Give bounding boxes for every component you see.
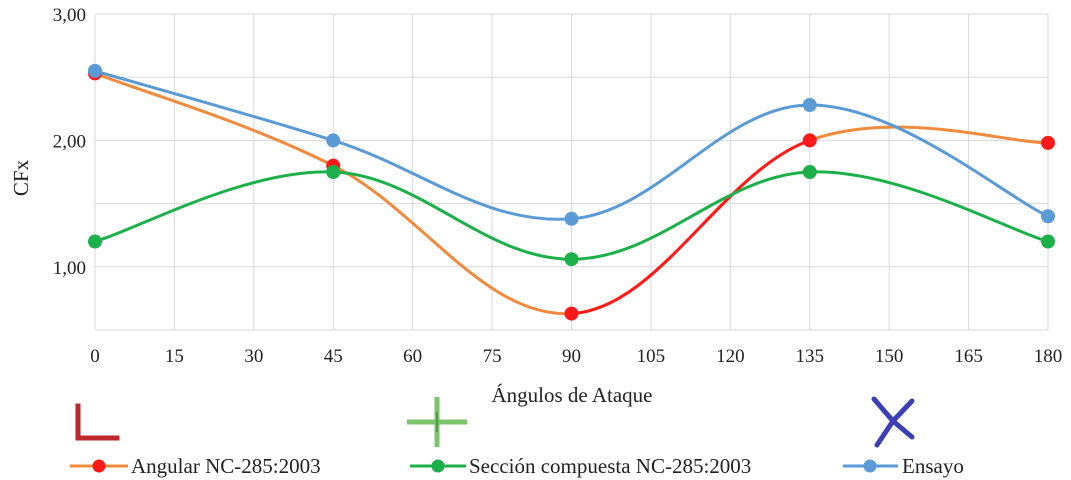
x-tick-label: 0: [90, 346, 100, 367]
x-tick-label: 105: [637, 346, 666, 367]
x-tick-label: 30: [244, 346, 263, 367]
data-point: [88, 234, 102, 249]
x-tick-label: 15: [165, 346, 184, 367]
data-point: [326, 133, 341, 148]
series-layer: [88, 63, 1055, 321]
x-tick-label: 60: [403, 346, 422, 367]
data-point: [326, 165, 341, 179]
y-tick-label: 2,00: [53, 131, 86, 152]
x-tick-labels: 0 15 30 45 60 75 90 105 120 135 150 165 180: [90, 346, 1062, 367]
data-point: [802, 133, 817, 148]
legend-symbols: [75, 396, 915, 448]
green-plus-icon: [407, 397, 467, 447]
x-tick-label: 120: [716, 346, 745, 367]
data-point: [564, 252, 579, 267]
data-point: [564, 211, 579, 226]
blue-x-icon: [871, 396, 915, 448]
series-highlight-segment: [571, 138, 811, 316]
legend: Angular NC-285:2003 Sección compuesta NC…: [70, 454, 964, 478]
legend-label: Angular NC-285:2003: [131, 454, 321, 478]
legend-label: Ensayo: [902, 454, 964, 478]
data-point: [1041, 234, 1055, 249]
series-2: [88, 63, 1055, 226]
x-tick-label: 150: [875, 346, 904, 367]
legend-item-ensayo: Ensayo: [843, 454, 964, 478]
legend-item-angular: Angular NC-285:2003: [70, 454, 321, 478]
data-point: [802, 98, 817, 113]
legend-label: Sección compuesta NC-285:2003: [469, 454, 751, 478]
y-axis-title: CFx: [9, 159, 33, 196]
data-point: [564, 306, 579, 321]
red-corner-icon: [75, 403, 120, 441]
grid: [94, 13, 1049, 331]
series-1: [88, 165, 1055, 267]
data-point: [88, 63, 102, 78]
x-tick-label: 165: [954, 346, 983, 367]
x-tick-label: 180: [1034, 346, 1063, 367]
data-point: [1041, 135, 1055, 150]
x-tick-label: 135: [796, 346, 825, 367]
y-tick-label: 1,00: [53, 258, 86, 279]
data-point: [802, 165, 817, 179]
x-tick-label: 90: [562, 346, 581, 367]
data-point: [1041, 209, 1055, 224]
y-tick-label: 3,00: [53, 5, 86, 26]
x-axis-title: Ángulos de Ataque: [492, 383, 653, 407]
y-tick-labels: 1,00 2,00 3,00: [53, 5, 86, 279]
x-tick-label: 45: [324, 346, 343, 367]
legend-item-seccion: Sección compuesta NC-285:2003: [410, 454, 751, 478]
x-tick-label: 75: [483, 346, 502, 367]
